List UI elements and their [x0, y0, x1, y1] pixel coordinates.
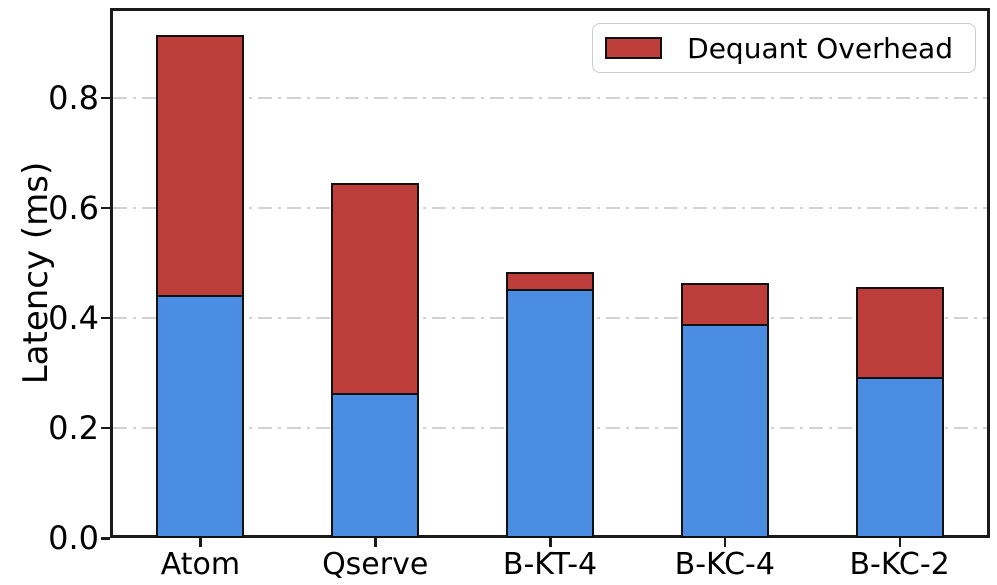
- x-tick-label-Qserve: Qserve: [322, 547, 429, 582]
- y-tickmark-0.0: [101, 537, 110, 540]
- y-tickmark-0.4: [101, 316, 110, 320]
- x-tickmark-B-KT-4: [549, 538, 552, 547]
- x-tickmark-B-KC-2: [898, 538, 902, 547]
- x-tickmark-Qserve: [374, 538, 377, 547]
- bar-overhead-B-KT-4: [506, 272, 594, 291]
- y-tickmark-0.6: [101, 206, 110, 210]
- bar-overhead-Qserve: [331, 182, 420, 396]
- bar-base-Atom: [156, 294, 245, 538]
- y-tickmark-0.8: [101, 96, 110, 100]
- bar-base-B-KC-4: [680, 323, 769, 538]
- y-tick-label-0.8: 0.8: [48, 78, 99, 117]
- plot-area: Dequant Overhead: [110, 8, 990, 538]
- legend: Dequant Overhead: [592, 23, 976, 73]
- bar-base-Qserve: [331, 392, 420, 538]
- x-tick-label-B-KC-2: B-KC-2: [849, 547, 950, 582]
- bar-base-B-KT-4: [506, 288, 594, 538]
- bar-base-B-KC-2: [855, 376, 944, 538]
- y-tick-label-0.2: 0.2: [48, 408, 99, 447]
- x-tickmark-B-KC-4: [723, 538, 727, 547]
- x-tick-label-B-KC-4: B-KC-4: [674, 547, 775, 582]
- bar-overhead-Atom: [156, 35, 245, 298]
- legend-swatch-dequant-overhead: [605, 37, 663, 59]
- bar-overhead-B-KC-2: [855, 287, 944, 380]
- y-tick-label-0.4: 0.4: [48, 298, 99, 337]
- gridline-y-0.6: [113, 206, 987, 209]
- x-tickmark-Atom: [199, 538, 202, 547]
- legend-label: Dequant Overhead: [687, 31, 953, 65]
- y-tick-label-0.6: 0.6: [48, 188, 99, 227]
- x-tick-label-B-KT-4: B-KT-4: [502, 547, 598, 582]
- gridline-y-0.8: [113, 96, 987, 99]
- y-tickmark-0.2: [101, 426, 110, 430]
- y-tick-label-0.0: 0.0: [48, 519, 99, 557]
- x-tick-label-Atom: Atom: [160, 547, 241, 582]
- bar-overhead-B-KC-4: [680, 282, 769, 326]
